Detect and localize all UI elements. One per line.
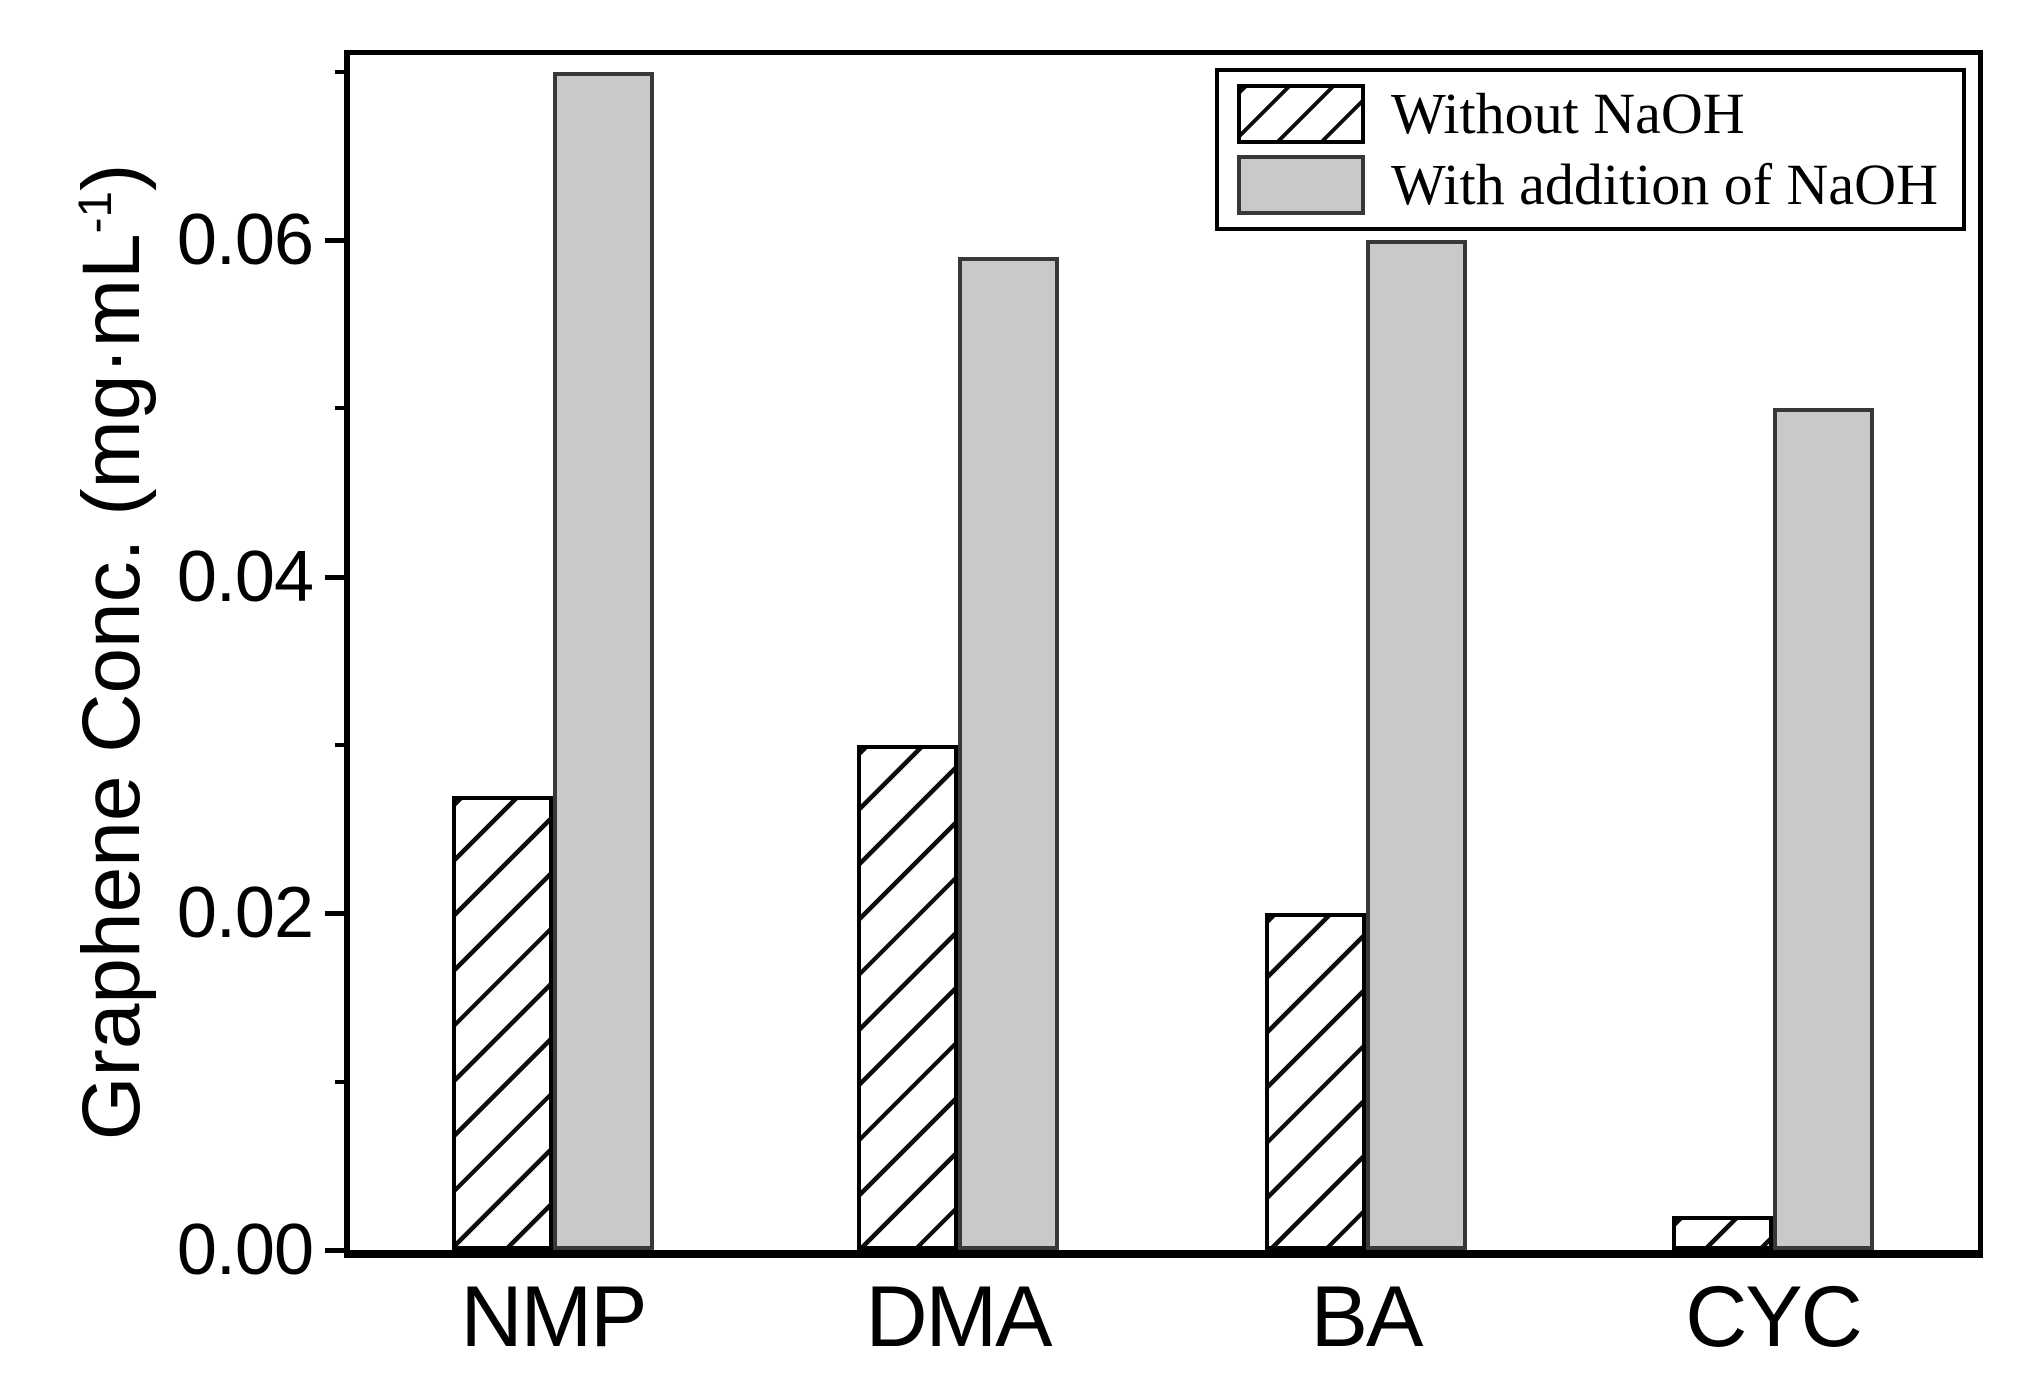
y-major-tick-0.06 [325, 238, 350, 243]
y-minor-tick-0.03 [335, 743, 350, 747]
bar-dma-without-naoh [857, 745, 958, 1250]
y-tick-label-0.04: 0.04 [176, 537, 314, 617]
y-axis-title-main: Graphene Conc. (mg·mL [66, 233, 157, 1141]
bar-ba-with-naoh [1366, 240, 1467, 1250]
legend: Without NaOH With addition of NaOH [1215, 68, 1966, 231]
y-minor-tick-0.07 [335, 70, 350, 74]
plot-frame [344, 50, 1983, 1258]
bar-nmp-without-naoh [452, 796, 553, 1250]
x-tick-label-dma: DMA [865, 1269, 1052, 1365]
y-major-tick-0.02 [325, 911, 350, 916]
y-minor-tick-0.01 [335, 1080, 350, 1084]
bar-cyc-with-naoh [1773, 408, 1874, 1250]
legend-swatch-hatched [1237, 83, 1365, 144]
y-major-tick-0.04 [325, 575, 350, 580]
legend-swatch-gray [1237, 155, 1365, 216]
y-major-tick-0.00 [325, 1248, 350, 1253]
x-tick-label-ba: BA [1310, 1269, 1424, 1365]
y-minor-tick-0.05 [335, 406, 350, 410]
y-axis-title: Graphene Conc. (mg·mL-1) [65, 164, 159, 1141]
plot-area [350, 55, 1978, 1250]
bar-nmp-with-naoh [553, 72, 654, 1250]
bar-ba-without-naoh [1265, 913, 1366, 1250]
x-tick-label-nmp: NMP [460, 1269, 647, 1365]
legend-label-with-naoh: With addition of NaOH [1391, 152, 1938, 218]
legend-row-with-naoh: With addition of NaOH [1237, 152, 1962, 218]
legend-label-without-naoh: Without NaOH [1391, 80, 1745, 146]
legend-row-without-naoh: Without NaOH [1237, 80, 1962, 146]
y-tick-label-0.06: 0.06 [176, 200, 314, 280]
y-tick-label-0.02: 0.02 [176, 873, 314, 953]
y-tick-label-0.00: 0.00 [176, 1210, 314, 1290]
bar-dma-with-naoh [958, 257, 1059, 1250]
x-tick-label-cyc: CYC [1685, 1269, 1863, 1365]
bar-cyc-without-naoh [1672, 1216, 1773, 1250]
y-axis-title-end: ) [66, 163, 157, 192]
